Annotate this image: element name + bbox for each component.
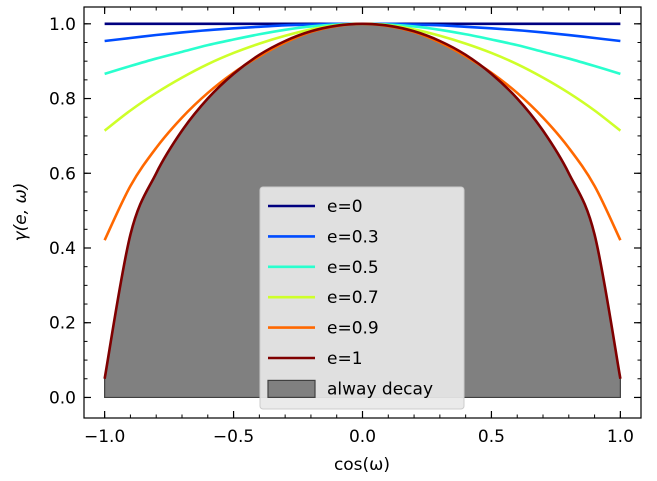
legend-label: e=0.5 — [327, 258, 379, 278]
legend-box — [259, 186, 465, 410]
legend-label: e=0.7 — [327, 288, 379, 308]
x-tick-label: 0.0 — [349, 427, 376, 447]
legend-swatch — [267, 379, 316, 398]
x-tick-label: −0.5 — [213, 427, 254, 447]
y-tick-label: 0.0 — [49, 388, 76, 408]
y-tick-label: 0.4 — [49, 239, 76, 259]
legend: e=0 e=0.3 e=0.5 e=0.7 e=0.9 e=1 alway decay — [259, 186, 465, 410]
axis-ticks: −1.0 −0.5 0.0 0.5 1.0 0.0 0.2 0.4 0.6 0.8 1.0 — [49, 7, 641, 447]
legend-label: e=0 — [327, 197, 363, 217]
series-line-5 — [103, 22, 622, 379]
y-axis-label: γ(e, ω) — [11, 183, 31, 242]
legend-label: alway decay — [327, 379, 433, 399]
y-tick-label: 1.0 — [49, 15, 76, 35]
x-tick-label: 1.0 — [607, 427, 634, 447]
x-tick-label: −1.0 — [84, 427, 125, 447]
y-tick-label: 0.8 — [49, 90, 76, 110]
x-axis-label: cos(ω) — [334, 455, 390, 475]
y-tick-label: 0.2 — [49, 314, 76, 334]
y-tick-label: 0.6 — [49, 164, 76, 184]
legend-label: e=0.3 — [327, 227, 379, 247]
x-tick-label: 0.5 — [478, 427, 505, 447]
legend-label: e=0.9 — [327, 319, 379, 339]
legend-label: e=1 — [327, 349, 363, 369]
